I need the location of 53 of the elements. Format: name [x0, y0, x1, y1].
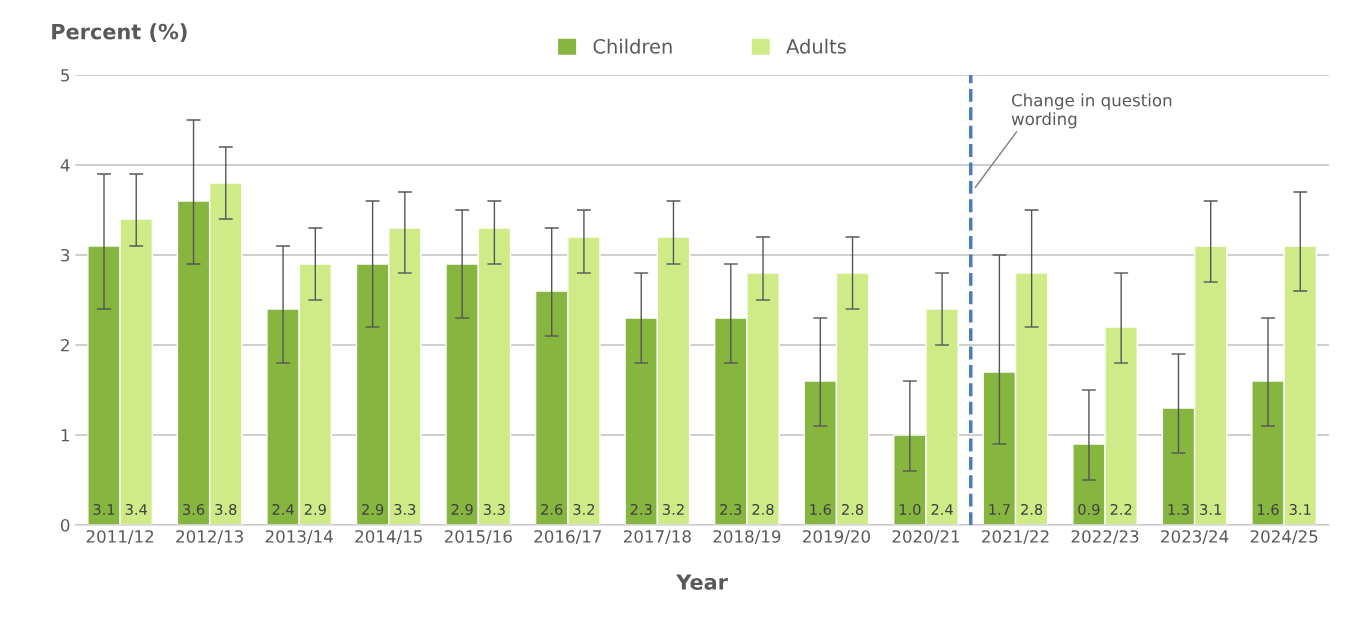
x-tick-label: 2016/17 [534, 530, 602, 545]
data-label: 1.7 [989, 504, 1010, 515]
y-tick-label: 1 [61, 429, 69, 442]
legend-label: Children [593, 38, 672, 54]
x-tick-label: 2015/16 [444, 530, 512, 545]
x-tick-label: 2023/24 [1161, 530, 1229, 545]
data-label: 2.9 [451, 503, 473, 515]
ref-line-label: Change in question wording [1011, 93, 1172, 129]
data-label: 2.9 [304, 503, 326, 515]
data-label: 3.3 [483, 503, 505, 515]
x-tick-label: 2021/22 [982, 530, 1049, 545]
data-label: 2.8 [1021, 503, 1043, 515]
x-tick-label: 2014/15 [355, 530, 422, 545]
data-label: 2.8 [752, 503, 774, 515]
x-tick-label: 2019/20 [803, 530, 870, 545]
x-tick-label: 2018/19 [713, 530, 781, 545]
data-label: 3.2 [662, 503, 684, 515]
x-tick-label: 2013/14 [265, 530, 333, 545]
x-tick-label: 2022/23 [1071, 530, 1139, 545]
x-axis-title: Year [676, 574, 728, 590]
data-label: 1.3 [1168, 503, 1189, 515]
data-label: 2.8 [842, 503, 864, 515]
y-tick-label: 2 [61, 338, 69, 352]
x-tick-label: 2011/12 [86, 530, 154, 545]
y-axis-title: Percent (%) [52, 23, 187, 42]
data-label: 3.4 [125, 503, 148, 515]
x-tick-label: 2020/21 [892, 530, 960, 545]
data-label: 2.4 [931, 503, 953, 515]
data-label: 3.8 [215, 503, 237, 515]
data-label: 3.2 [573, 503, 595, 515]
x-tick-label: 2017/18 [623, 530, 691, 545]
data-label: 2.3 [630, 503, 652, 515]
data-label: 1.0 [899, 503, 921, 515]
y-tick-label: 5 [61, 69, 70, 82]
data-label: 1.6 [1258, 503, 1279, 515]
data-label: 3.1 [1289, 503, 1311, 515]
data-label: 0.9 [1078, 503, 1100, 515]
data-label: 3.1 [93, 503, 115, 515]
data-label: 2.4 [272, 503, 294, 515]
y-tick-label: 4 [60, 159, 70, 172]
data-label: 2.9 [362, 503, 384, 515]
data-label: 3.1 [1200, 503, 1221, 515]
data-label: 3.6 [183, 503, 205, 515]
x-tick-label: 2012/13 [176, 530, 243, 545]
y-tick-label: 0 [60, 518, 70, 532]
data-label: 2.6 [541, 503, 563, 515]
data-label: 2.3 [720, 503, 742, 515]
y-tick-label: 3 [61, 248, 70, 262]
data-label: 1.6 [810, 503, 831, 515]
x-tick-label: 2024/25 [1250, 530, 1318, 545]
legend-label: Adults [786, 38, 846, 54]
data-label: 2.2 [1110, 503, 1132, 515]
data-label: 3.3 [394, 503, 416, 515]
